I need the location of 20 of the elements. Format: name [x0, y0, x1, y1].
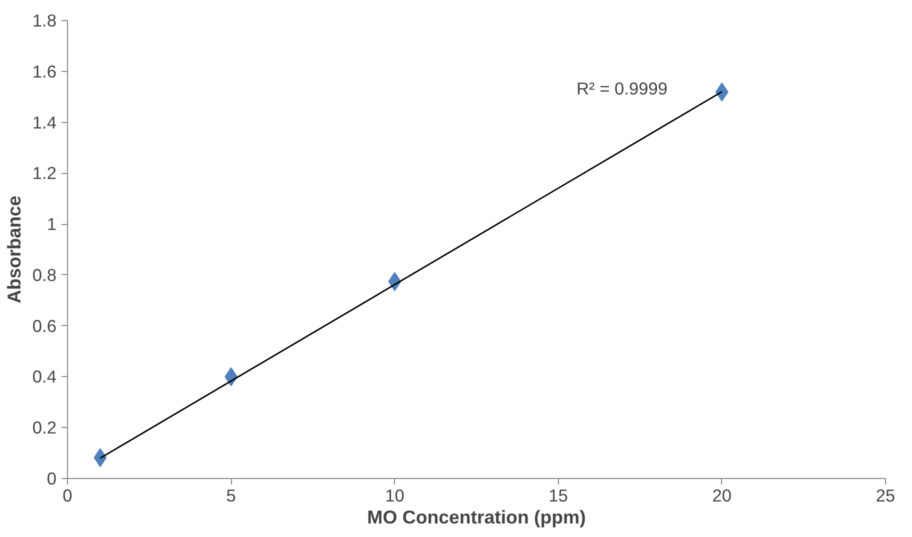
- x-tick-label: 5: [226, 486, 236, 506]
- x-tick-label: 10: [385, 486, 404, 506]
- x-tick-label: 15: [548, 486, 568, 506]
- y-tick-label: 0.4: [32, 366, 57, 387]
- y-tick-label: 0.8: [32, 264, 57, 285]
- y-tick-label: 1.8: [32, 10, 57, 30]
- x-tick-label: 20: [712, 486, 732, 506]
- point: [715, 82, 728, 102]
- annotation: R² = 0.9999: [576, 78, 668, 98]
- y-axis-title: Absorbance: [3, 196, 24, 304]
- y-tick-label: 1: [46, 214, 57, 234]
- x-tick-label: 0: [62, 486, 72, 506]
- y-tick-label: 1.4: [32, 112, 57, 132]
- y-tick-label: 0.2: [32, 418, 57, 438]
- y-tick-label: 0.6: [32, 316, 57, 336]
- x-axis-title: MO Concentration (ppm): [367, 506, 586, 528]
- x-tick-label: 25: [876, 486, 896, 506]
- y-tick-label: 0: [46, 468, 57, 488]
- y-tick-label: 1.2: [32, 163, 57, 184]
- y-tick-label: 1.6: [32, 61, 57, 82]
